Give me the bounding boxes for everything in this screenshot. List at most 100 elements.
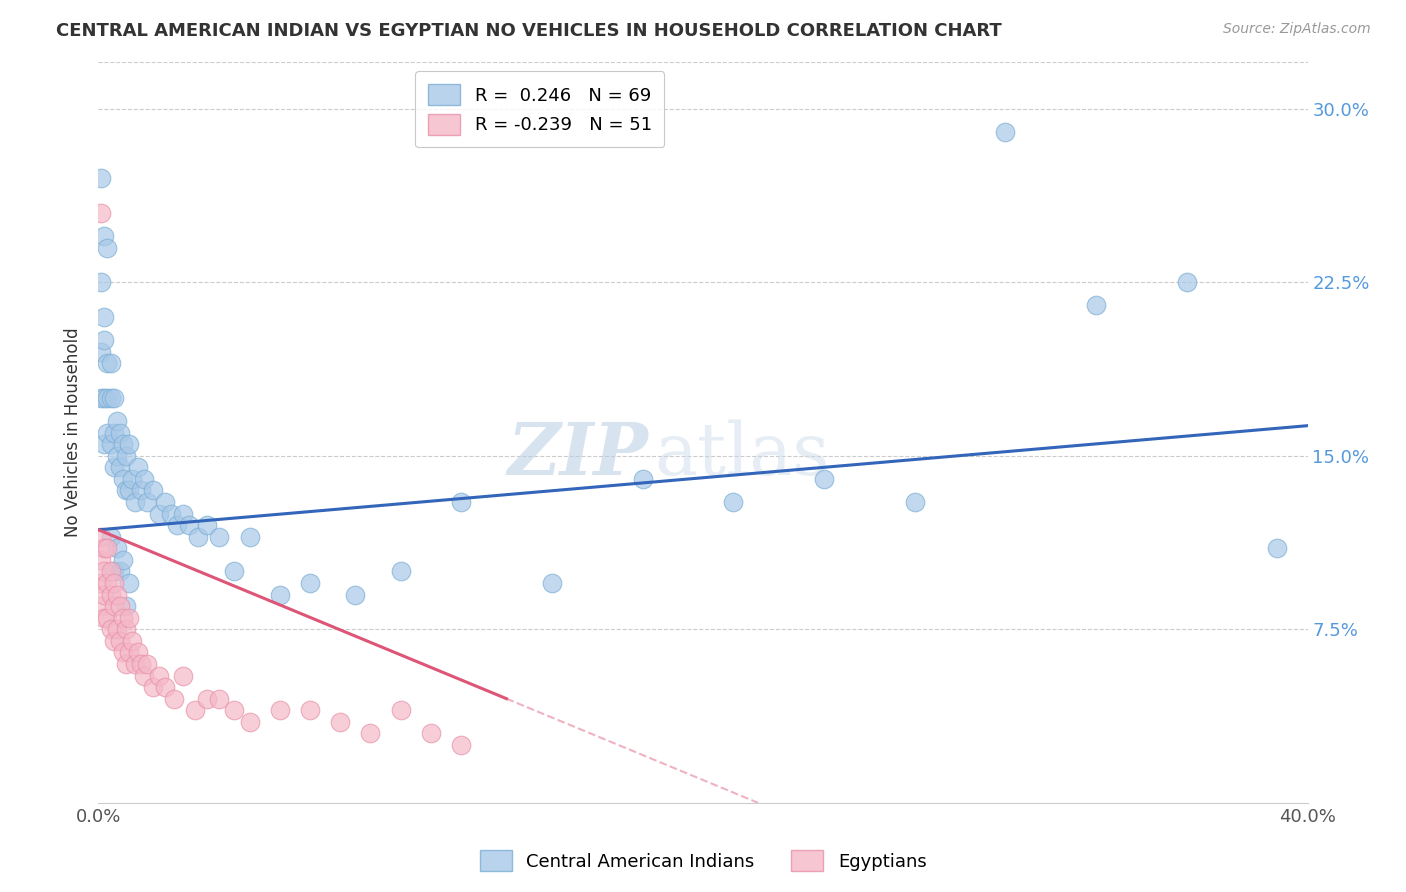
Point (111, 645, 134, 659)
Point (135, 495, 157, 509)
Point (540, 576, 562, 591)
Point (96, 240, 118, 255)
Point (105, 588, 128, 602)
Point (121, 633, 143, 648)
Legend: Central American Indians, Egyptians: Central American Indians, Egyptians (472, 843, 934, 879)
Point (111, 553, 134, 567)
Point (90, 530, 112, 544)
Point (105, 541, 128, 556)
Point (96, 425, 118, 440)
Point (114, 657, 136, 671)
Point (90, 344, 112, 359)
Point (389, 565, 412, 579)
Point (114, 622, 136, 636)
Point (299, 703, 322, 717)
Point (148, 668, 170, 682)
Point (1267, 541, 1289, 556)
Point (93, 588, 115, 602)
Point (103, 633, 125, 648)
Point (105, 449, 128, 463)
Point (111, 610, 134, 624)
Point (129, 657, 152, 671)
Point (420, 726, 443, 740)
Point (195, 691, 218, 706)
Point (118, 610, 141, 624)
Text: CENTRAL AMERICAN INDIAN VS EGYPTIAN NO VEHICLES IN HOUSEHOLD CORRELATION CHART: CENTRAL AMERICAN INDIAN VS EGYPTIAN NO V… (56, 22, 1002, 40)
Point (100, 530, 122, 544)
Point (114, 483, 136, 498)
Point (166, 518, 188, 533)
Point (118, 483, 141, 498)
Point (100, 391, 122, 405)
Point (132, 668, 155, 682)
Point (90, 599, 112, 614)
Point (118, 645, 141, 659)
Point (100, 565, 122, 579)
Point (127, 645, 149, 659)
Point (389, 703, 412, 717)
Point (1085, 298, 1108, 312)
Point (93, 610, 115, 624)
Point (103, 576, 125, 591)
Point (100, 437, 122, 451)
Point (96, 576, 118, 591)
Point (103, 425, 125, 440)
Text: ZIP: ZIP (508, 419, 648, 491)
Point (105, 622, 128, 636)
Point (208, 530, 231, 544)
Point (239, 714, 262, 729)
Point (1175, 275, 1198, 289)
Point (195, 518, 218, 533)
Point (224, 703, 246, 717)
Point (114, 599, 136, 614)
Point (172, 507, 194, 521)
Point (344, 588, 367, 602)
Point (179, 518, 201, 533)
Point (187, 530, 209, 544)
Point (90, 275, 112, 289)
Text: Source: ZipAtlas.com: Source: ZipAtlas.com (1223, 22, 1371, 37)
Point (114, 449, 136, 463)
Point (93, 333, 115, 347)
Point (153, 495, 176, 509)
Point (450, 738, 472, 752)
Point (224, 565, 246, 579)
Point (239, 530, 262, 544)
Point (90, 206, 112, 220)
Point (163, 691, 186, 706)
Point (124, 657, 146, 671)
Point (360, 726, 382, 740)
Legend: R =  0.246   N = 69, R = -0.239   N = 51: R = 0.246 N = 69, R = -0.239 N = 51 (415, 71, 665, 147)
Point (127, 460, 149, 475)
Point (103, 599, 125, 614)
Point (129, 483, 152, 498)
Point (90, 171, 112, 186)
Point (118, 576, 141, 591)
Text: atlas: atlas (655, 419, 830, 490)
Point (723, 495, 745, 509)
Point (96, 356, 118, 370)
Point (111, 437, 134, 451)
Point (96, 391, 118, 405)
Point (96, 541, 118, 556)
Point (93, 565, 115, 579)
Point (90, 553, 112, 567)
Point (118, 437, 141, 451)
Point (111, 472, 134, 486)
Point (108, 599, 131, 614)
Point (172, 668, 194, 682)
Point (93, 310, 115, 324)
Point (184, 703, 207, 717)
Point (142, 680, 165, 694)
Point (103, 565, 125, 579)
Point (90, 576, 112, 591)
Point (450, 495, 472, 509)
Point (269, 703, 291, 717)
Point (142, 483, 165, 498)
Point (108, 425, 131, 440)
Point (103, 460, 125, 475)
Point (93, 437, 115, 451)
Point (631, 472, 654, 486)
Point (105, 414, 128, 428)
Point (299, 576, 322, 591)
